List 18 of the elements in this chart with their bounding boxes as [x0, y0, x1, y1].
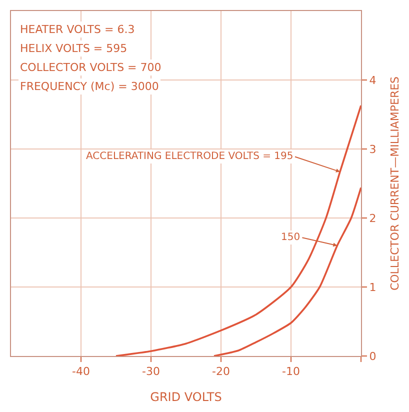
- y-tick-label: 0: [369, 350, 376, 363]
- y-axis-title: COLLECTOR CURRENT—MILLIAMPERES: [388, 76, 402, 291]
- y-tick-label: 1: [369, 280, 376, 294]
- y-tick-label: 2: [369, 212, 376, 225]
- annotation: ACCELERATING ELECTRODE VOLTS = 195: [86, 151, 294, 162]
- y-tick-label: 3: [369, 142, 376, 156]
- x-tick-label: -20: [212, 365, 230, 378]
- annotation: COLLECTOR VOLTS = 700: [20, 61, 162, 74]
- x-tick-label: -40: [72, 365, 90, 378]
- x-tick-label: -10: [282, 365, 300, 378]
- y-tick-label: 4: [369, 74, 376, 87]
- x-axis-title: GRID VOLTS: [150, 390, 222, 404]
- annotation: FREQUENCY (Mc) = 3000: [20, 80, 159, 93]
- line-series: [213, 186, 361, 356]
- annotation: 150: [281, 232, 300, 243]
- x-tick-label: -30: [142, 365, 160, 378]
- annotation: HEATER VOLTS = 6.3: [20, 23, 135, 36]
- annotation: HELIX VOLTS = 595: [20, 42, 128, 55]
